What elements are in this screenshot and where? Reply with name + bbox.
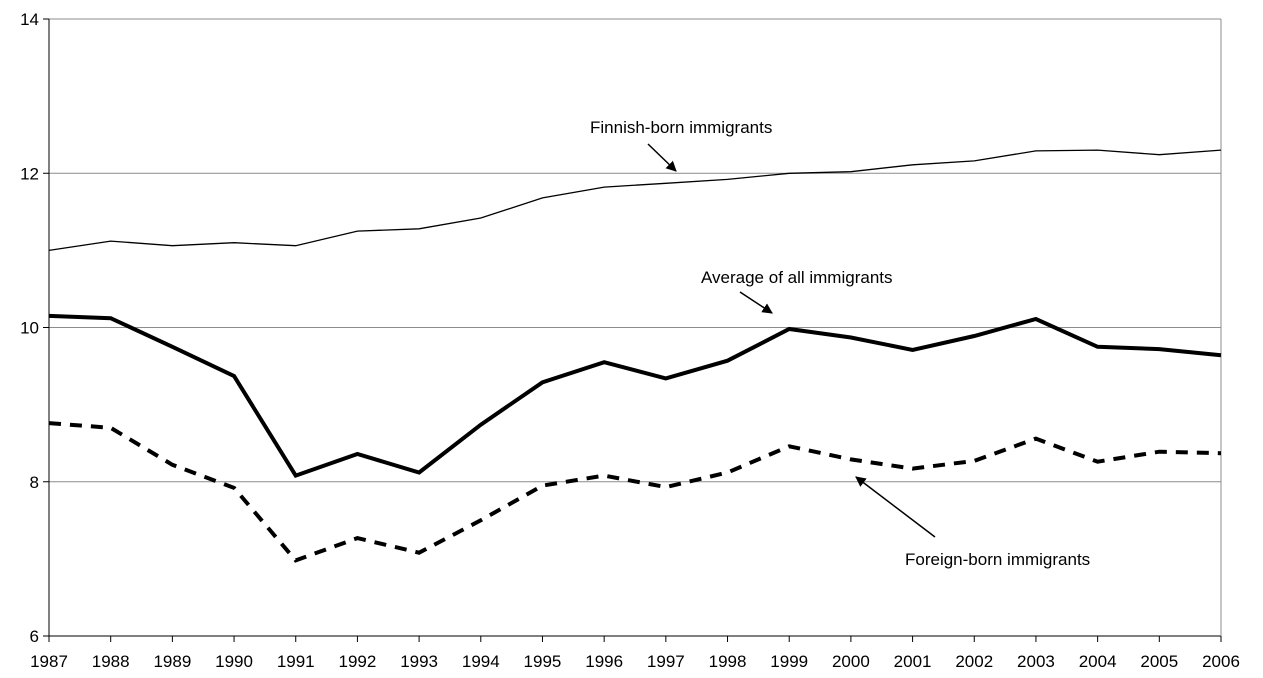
x-tick-label: 1995 xyxy=(524,652,562,671)
x-tick-label: 2002 xyxy=(955,652,993,671)
x-tick-label: 1990 xyxy=(215,652,253,671)
axes xyxy=(43,18,1222,642)
x-tick-label: 1996 xyxy=(585,652,623,671)
gridlines xyxy=(49,18,1221,483)
series-line-1 xyxy=(48,313,1222,479)
series-line-2 xyxy=(48,421,1222,563)
x-tick-label: 2004 xyxy=(1079,652,1117,671)
annotation-label: Average of all immigrants xyxy=(701,268,893,287)
y-tick-label: 12 xyxy=(20,164,39,183)
y-tick-label: 14 xyxy=(20,10,39,29)
annotation-arrow xyxy=(739,291,773,314)
x-tick-label: 2003 xyxy=(1017,652,1055,671)
y-tick-label: 8 xyxy=(30,473,39,492)
x-tick-label: 1998 xyxy=(709,652,747,671)
x-tick-label: 1987 xyxy=(30,652,68,671)
x-tick-label: 2000 xyxy=(832,652,870,671)
annotation-arrow xyxy=(855,476,936,538)
x-tick-label: 1991 xyxy=(277,652,315,671)
x-tick-label: 2001 xyxy=(894,652,932,671)
x-tick-label: 1988 xyxy=(92,652,130,671)
annotations: Finnish-born immigrants Average of all im… xyxy=(590,118,1090,569)
x-tick-label: 2005 xyxy=(1140,652,1178,671)
x-tick-label: 1989 xyxy=(153,652,191,671)
x-tick-label: 1997 xyxy=(647,652,685,671)
x-tick-labels: 1987 1988 1989 1990 1991 1992 1993 1994 1995 1996… xyxy=(30,652,1240,671)
annotation-arrow xyxy=(647,143,677,172)
series-lines xyxy=(48,149,1222,563)
series-line-0 xyxy=(48,149,1222,252)
x-tick-label: 1993 xyxy=(400,652,438,671)
y-tick-label: 6 xyxy=(30,627,39,646)
x-tick-label: 1999 xyxy=(770,652,808,671)
annotation-label: Foreign-born immigrants xyxy=(905,550,1090,569)
y-tick-label: 10 xyxy=(20,319,39,338)
annotation-label: Finnish-born immigrants xyxy=(590,118,772,137)
x-tick-label: 1992 xyxy=(339,652,377,671)
y-tick-labels: 6 8 10 12 14 xyxy=(20,10,39,646)
x-tick-label: 1994 xyxy=(462,652,500,671)
x-tick-label: 2006 xyxy=(1202,652,1240,671)
